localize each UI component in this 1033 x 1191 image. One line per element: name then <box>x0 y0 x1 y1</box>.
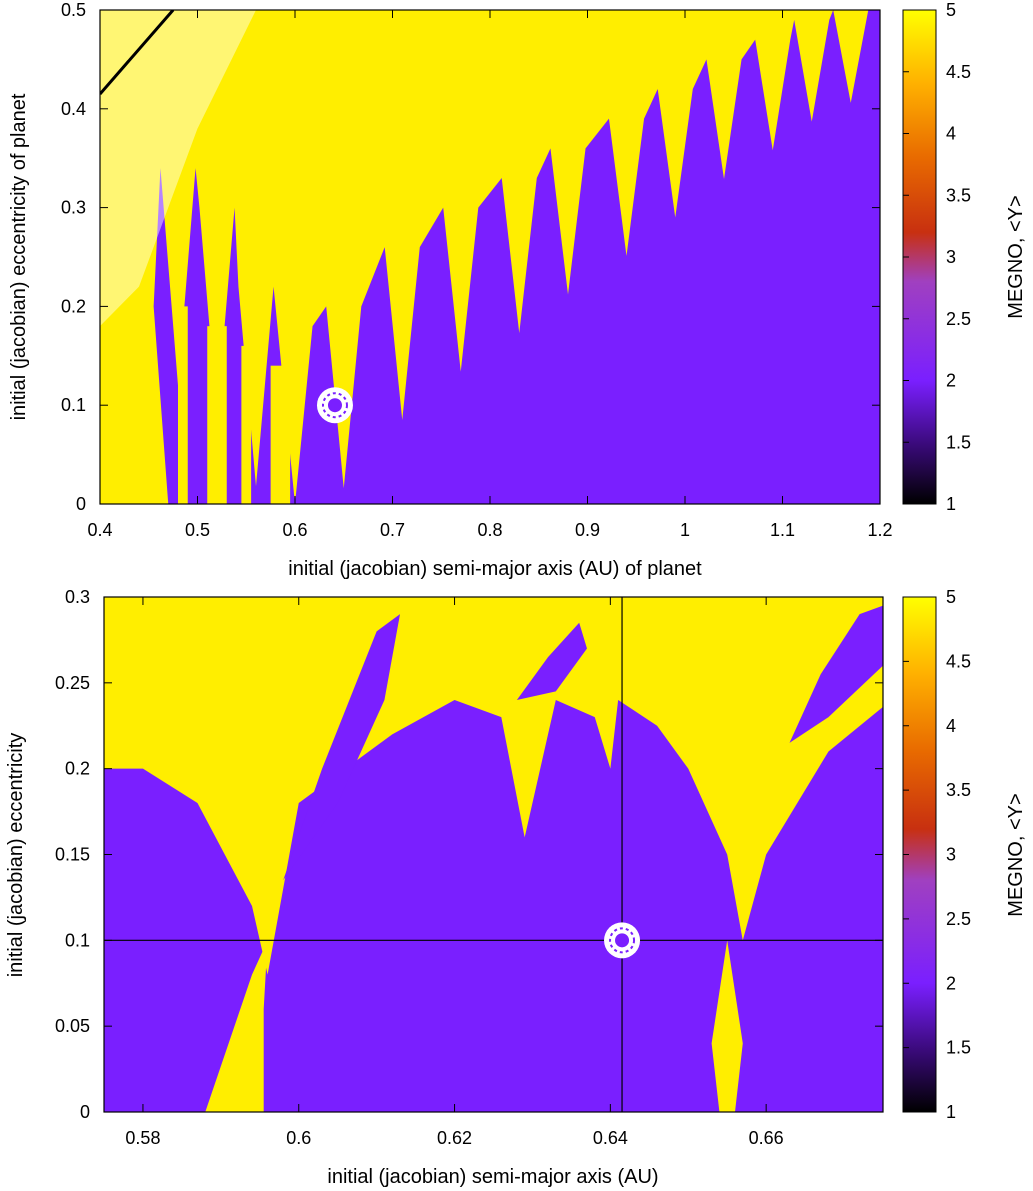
bottom-x-tick-label: 0.64 <box>593 1128 628 1148</box>
top-y-ticks: 0 0.1 0.2 0.3 0.4 0.5 <box>61 0 880 514</box>
bottom-chaotic-regions <box>104 597 883 1112</box>
top-chaotic-column <box>207 326 227 504</box>
top-y-tick-label: 0.2 <box>61 296 86 316</box>
bottom-y-ticks: 0 0.05 0.1 0.15 0.2 0.25 0.3 <box>55 587 883 1122</box>
bottom-marker-rays <box>609 927 636 954</box>
top-marker-core <box>327 398 342 413</box>
top-colorbar-tick-label: 4 <box>946 124 956 144</box>
bottom-x-tick-label: 0.62 <box>437 1128 472 1148</box>
top-colorbar-tick-label: 4.5 <box>946 62 971 82</box>
bottom-colorbar-tick-label: 3.5 <box>946 780 971 800</box>
bottom-colorbar-tick-label: 3 <box>946 845 956 865</box>
bottom-stable-island <box>283 614 401 881</box>
top-colorbar-tick-label: 2.5 <box>946 309 971 329</box>
bottom-heatmap <box>104 597 883 1112</box>
top-x-tick-label: 0.9 <box>575 520 600 540</box>
top-x-tick-label: 1.2 <box>867 520 892 540</box>
top-x-tick-label: 0.5 <box>185 520 210 540</box>
bottom-colorbar-tick-label: 1 <box>946 1102 956 1122</box>
top-chaotic-column <box>241 345 252 504</box>
top-chaotic-column <box>178 306 188 504</box>
bottom-colorbar-tick-label: 4.5 <box>946 651 971 671</box>
top-y-tick-label: 0.4 <box>61 99 86 119</box>
bottom-planet-marker-icon <box>604 922 641 959</box>
top-y-tick-label: 0.1 <box>61 395 86 415</box>
top-collision-line <box>100 10 175 95</box>
bottom-y-tick-label: 0.3 <box>65 587 90 607</box>
bottom-y-tick-label: 0.05 <box>55 1016 90 1036</box>
bottom-chaotic-spike <box>711 940 743 1112</box>
bottom-chaotic-region <box>104 597 883 975</box>
bottom-chaotic-wedge <box>205 940 268 1112</box>
top-x-tick-label: 0.8 <box>477 520 502 540</box>
bottom-y-tick-label: 0 <box>80 1102 90 1122</box>
bottom-x-tick-label: 0.58 <box>125 1128 160 1148</box>
top-chaotic-region <box>100 10 880 504</box>
bottom-colorbar: 1 1.5 2 2.5 3 3.5 4 4.5 5 MEGNO, <Y> <box>902 587 1027 1122</box>
top-x-tick-label: 0.7 <box>380 520 405 540</box>
bottom-x-tick-label: 0.6 <box>286 1128 311 1148</box>
bottom-x-axis-label: initial (jacobian) semi-major axis (AU) <box>327 1166 658 1188</box>
top-planet-marker-icon <box>316 387 353 424</box>
bottom-x-ticks: 0.58 0.6 0.62 0.64 0.66 <box>125 597 784 1148</box>
bottom-colorbar-label: MEGNO, <Y> <box>1005 793 1027 916</box>
top-x-tick-label: 0.4 <box>87 520 112 540</box>
top-x-ticks: 0.4 0.5 0.6 0.7 0.8 0.9 1 1.1 1.2 <box>87 10 893 540</box>
bottom-stable-island <box>789 605 883 743</box>
bottom-marker-core <box>615 933 630 948</box>
bottom-colorbar-tick-label: 5 <box>946 587 956 607</box>
top-x-tick-label: 1 <box>680 520 690 540</box>
top-colorbar-tick-label: 1.5 <box>946 432 971 452</box>
bottom-y-tick-label: 0.15 <box>55 845 90 865</box>
top-colorbar-tick-label: 5 <box>946 0 956 20</box>
top-marker-rays <box>321 392 348 419</box>
top-colorbar-tick-label: 1 <box>946 494 956 514</box>
top-unbound-region <box>100 10 256 327</box>
top-colorbar-ticks: 1 1.5 2 2.5 3 3.5 4 4.5 5 <box>903 0 971 514</box>
bottom-colorbar-ticks: 1 1.5 2 2.5 3 3.5 4 4.5 5 <box>903 587 971 1122</box>
top-colorbar-tick-label: 3.5 <box>946 185 971 205</box>
top-y-tick-label: 0.5 <box>61 0 86 20</box>
top-x-tick-label: 1.1 <box>770 520 795 540</box>
bottom-colorbar-tick-label: 4 <box>946 716 956 736</box>
top-x-axis-label: initial (jacobian) semi-major axis (AU) … <box>288 558 702 580</box>
top-heatmap <box>100 10 880 504</box>
top-colorbar-tick-label: 3 <box>946 247 956 267</box>
top-colorbar-label: MEGNO, <Y> <box>1005 195 1027 318</box>
bottom-y-tick-label: 0.1 <box>65 930 90 950</box>
bottom-x-tick-label: 0.66 <box>749 1128 784 1148</box>
top-chaotic-regions <box>100 10 880 504</box>
top-colorbar-tick-label: 2 <box>946 371 956 391</box>
bottom-y-tick-label: 0.2 <box>65 759 90 779</box>
bottom-colorbar-tick-label: 2 <box>946 973 956 993</box>
bottom-stable-island <box>516 622 587 700</box>
top-chaotic-column <box>270 365 291 504</box>
top-y-axis-label: initial (jacobian) eccentricity of plane… <box>8 93 30 420</box>
bottom-y-tick-label: 0.25 <box>55 673 90 693</box>
top-colorbar: 1 1.5 2 2.5 3 3.5 4 4.5 5 MEGNO, <Y> <box>902 0 1027 514</box>
top-y-tick-label: 0.3 <box>61 198 86 218</box>
top-x-tick-label: 0.6 <box>282 520 307 540</box>
bottom-y-axis-label: initial (jacobian) eccentricity <box>5 733 27 978</box>
top-panel: 0.4 0.5 0.6 0.7 0.8 0.9 1 1.1 1.2 00.10.20.30.40… <box>8 0 1027 580</box>
bottom-colorbar-tick-label: 2.5 <box>946 909 971 929</box>
bottom-crosshair <box>104 597 883 1112</box>
top-y-tick-label: 0 <box>76 494 86 514</box>
bottom-colorbar-tick-label: 1.5 <box>946 1038 971 1058</box>
bottom-panel: 0.58 0.6 0.62 0.64 0.66 00.050.10.150.20.250… <box>5 587 1027 1188</box>
